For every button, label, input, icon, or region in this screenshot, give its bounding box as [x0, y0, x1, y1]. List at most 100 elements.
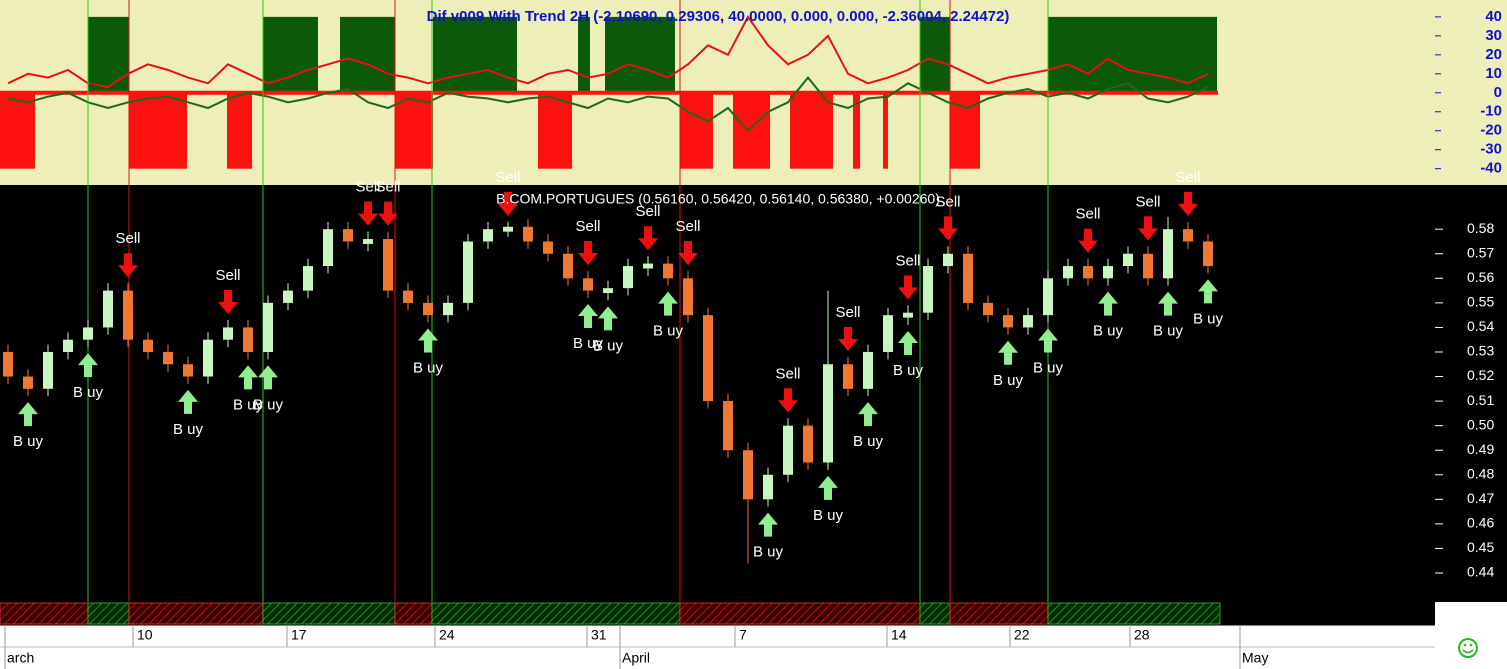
- trend-segment: [128, 602, 264, 625]
- y-tick-label: 0.45: [1467, 539, 1494, 555]
- candle-body: [63, 339, 73, 352]
- buy-arrow: [258, 365, 278, 390]
- candle-body: [903, 312, 913, 318]
- sell-arrow: [1078, 228, 1098, 253]
- candle-body: [23, 376, 33, 389]
- y-tick-label: 0.53: [1467, 343, 1494, 359]
- trend-segment: [431, 602, 681, 625]
- sell-arrow: [358, 201, 378, 226]
- histogram-bar: [433, 16, 517, 93]
- candle-body: [883, 315, 893, 352]
- sell-label: Sell: [1175, 169, 1200, 186]
- x-tick-label: 28: [1134, 627, 1150, 643]
- histogram-bar: [578, 16, 590, 93]
- buy-label: B uy: [253, 396, 284, 413]
- candle-body: [423, 302, 433, 316]
- buy-label: B uy: [653, 323, 684, 340]
- histogram-bar: [0, 92, 35, 169]
- candle-body: [623, 266, 633, 289]
- histogram-bar: [883, 92, 888, 169]
- candle-body: [1063, 266, 1073, 279]
- sell-label: Sell: [895, 252, 920, 269]
- candle-body: [1163, 229, 1173, 279]
- buy-arrow: [758, 512, 778, 537]
- indicator-title: Dif v009 With Trend 2H (-2.10690, 0.2930…: [427, 8, 1010, 25]
- candle-body: [663, 263, 673, 279]
- corner: [1435, 602, 1507, 669]
- y-tick-label: 0.54: [1467, 318, 1494, 334]
- y-tick-label: -40: [1480, 160, 1502, 177]
- sell-arrow: [778, 388, 798, 413]
- x-tick-label: 22: [1014, 627, 1030, 643]
- buy-label: B uy: [893, 362, 924, 379]
- candle-body: [1123, 253, 1133, 267]
- buy-arrow: [1158, 291, 1178, 316]
- sell-arrow: [638, 226, 658, 251]
- y-tick-label: -20: [1480, 122, 1502, 139]
- candle-body: [123, 290, 133, 340]
- candle-body: [1203, 241, 1213, 267]
- month-label: April: [622, 650, 650, 666]
- trend-segment: [394, 602, 433, 625]
- candle-body: [643, 263, 653, 269]
- buy-label: B uy: [1033, 359, 1064, 376]
- x-tick-label: 24: [439, 627, 455, 643]
- y-tick-label: 0.56: [1467, 269, 1494, 285]
- buy-arrow: [1038, 328, 1058, 353]
- buy-label: B uy: [993, 372, 1024, 389]
- sell-label: Sell: [355, 179, 380, 196]
- sell-arrow: [218, 290, 238, 315]
- sell-label: Sell: [775, 365, 800, 382]
- buy-label: B uy: [813, 507, 844, 524]
- y-tick-label: 30: [1485, 27, 1502, 44]
- candle-body: [343, 229, 353, 242]
- trend-segment: [0, 602, 89, 625]
- sell-label: Sell: [675, 218, 700, 235]
- x-tick-label: 14: [891, 627, 907, 643]
- histogram-bar: [227, 92, 252, 169]
- buy-label: B uy: [1153, 323, 1184, 340]
- histogram-bar: [733, 92, 770, 169]
- y-tick-label: 0.58: [1467, 220, 1494, 236]
- candle-body: [403, 290, 413, 303]
- buy-arrow: [238, 365, 258, 390]
- buy-arrow: [18, 402, 38, 427]
- candle-body: [863, 351, 873, 389]
- sell-label: Sell: [375, 179, 400, 196]
- indicator-line: [7, 76, 1209, 133]
- histogram-bar: [605, 16, 675, 93]
- buy-arrow: [78, 353, 98, 378]
- candle-body: [963, 253, 973, 303]
- histogram-bar: [263, 16, 318, 93]
- sell-arrow: [498, 191, 518, 216]
- buy-arrow: [1198, 279, 1218, 304]
- candle-body: [763, 474, 773, 500]
- candle-body: [703, 315, 713, 402]
- candle-body: [943, 253, 953, 267]
- sell-label: Sell: [635, 203, 660, 220]
- buy-arrow: [418, 328, 438, 353]
- candle-body: [483, 229, 493, 242]
- histogram-bar: [340, 16, 395, 93]
- buy-arrow: [578, 303, 598, 328]
- y-tick-label: 0.52: [1467, 367, 1494, 383]
- candle-body: [83, 327, 93, 340]
- trend-segment: [679, 602, 921, 625]
- trend-segment: [87, 602, 130, 625]
- candle-body: [3, 351, 13, 377]
- buy-label: B uy: [593, 337, 624, 354]
- buy-label: B uy: [1193, 310, 1224, 327]
- sell-label: Sell: [575, 218, 600, 235]
- buy-label: B uy: [1093, 323, 1124, 340]
- candle-body: [783, 425, 793, 475]
- x-tick-label: 31: [591, 627, 607, 643]
- candle-body: [163, 351, 173, 365]
- sell-arrow: [378, 201, 398, 226]
- trend-segment: [919, 602, 951, 625]
- candle-body: [1023, 315, 1033, 328]
- buy-arrow: [598, 306, 618, 331]
- y-tick-label: 0.49: [1467, 441, 1494, 457]
- candle-body: [923, 266, 933, 313]
- candle-body: [603, 288, 613, 294]
- candle-body: [283, 290, 293, 303]
